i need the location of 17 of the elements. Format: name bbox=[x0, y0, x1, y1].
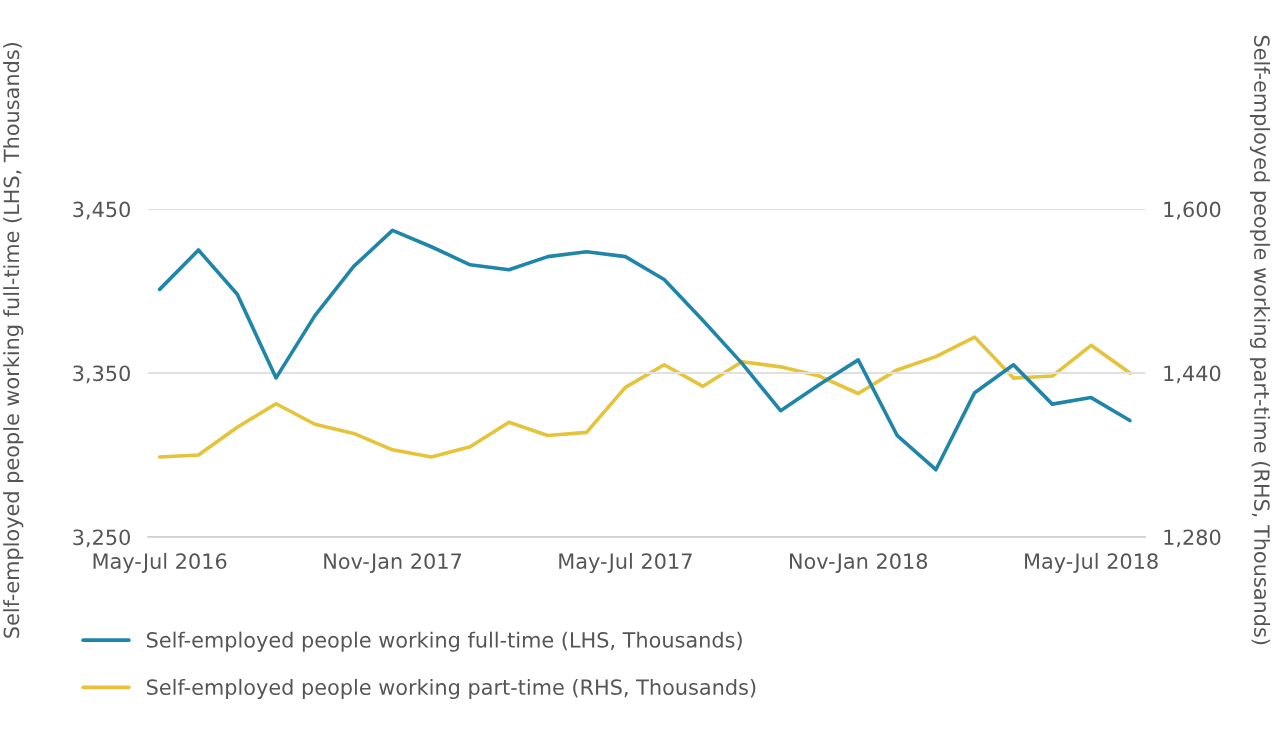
y-tick-label: 3,450 bbox=[73, 201, 130, 220]
x-tick-label: May-Jul 2018 bbox=[1025, 552, 1158, 574]
x-tick-label: Nov-Jan 2017 bbox=[324, 553, 462, 573]
line-series bbox=[157, 228, 1132, 472]
y2-axis-title: Self-employed people working part-time (RHS, Thousands) bbox=[1249, 35, 1271, 645]
x-tick-label: Nov-Jan 2018 bbox=[790, 553, 928, 573]
legend-label: Self-employed people working full-time (LHS, Thousands) bbox=[146, 631, 742, 652]
x-tick-label: May-Jul 2017 bbox=[559, 552, 692, 574]
line-series bbox=[157, 335, 1132, 459]
y-tick-label: 3,350 bbox=[73, 365, 130, 384]
y-axis-title: Self-employed people working full-time (LHS, Thousands) bbox=[3, 43, 24, 638]
y2-tick-label: 1,280 bbox=[1164, 529, 1221, 548]
y2-tick-label: 1,600 bbox=[1164, 201, 1221, 220]
x-tick-label: May-Jul 2016 bbox=[93, 552, 227, 574]
y2-tick-label: 1,440 bbox=[1164, 365, 1221, 384]
legend-label: Self-employed people working part-time (RHS, Thousands) bbox=[146, 678, 756, 700]
y-tick-label: 3,250 bbox=[73, 529, 130, 548]
